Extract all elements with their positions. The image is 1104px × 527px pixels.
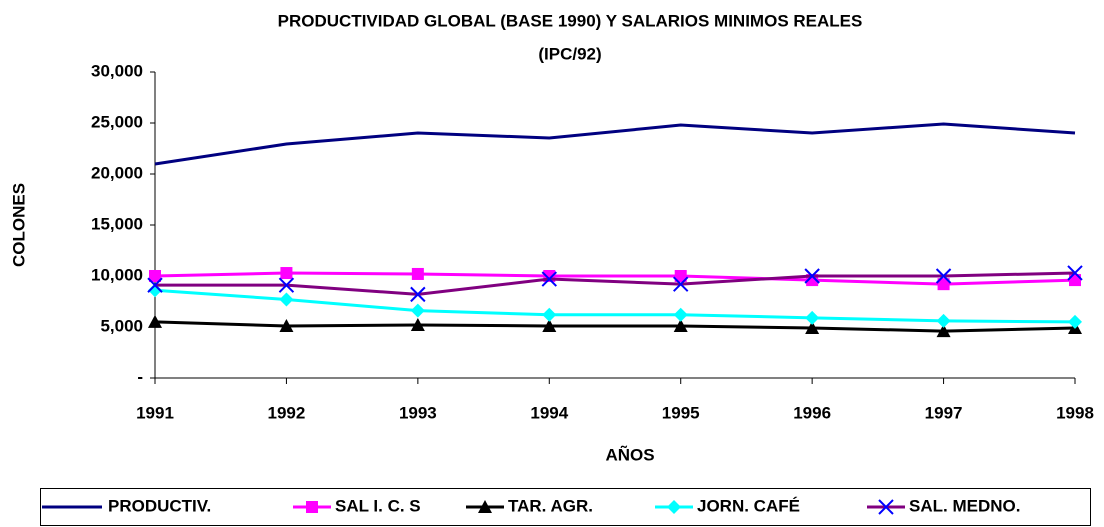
marker: [411, 267, 424, 280]
marker: [673, 276, 689, 292]
y-tick-label: 25,000: [91, 112, 143, 131]
legend-label: JORN. CAFÉ: [697, 496, 800, 515]
x-tick-label: 1998: [1056, 403, 1094, 422]
x-tick-label: 1995: [662, 403, 700, 422]
series-line: [154, 288, 1076, 324]
x-axis-label: AÑOS: [605, 444, 654, 464]
x-tick-label: 1996: [793, 403, 831, 422]
marker: [1067, 265, 1083, 281]
marker: [541, 271, 557, 287]
marker: [278, 277, 295, 293]
marker: [805, 321, 820, 335]
marker: [804, 268, 820, 284]
legend-label: SAL I. C. S: [335, 496, 421, 515]
x-tick-label: 1993: [399, 403, 437, 422]
marker: [410, 286, 426, 303]
marker: [148, 283, 162, 298]
marker: [878, 499, 894, 515]
marker: [936, 313, 951, 328]
x-tick-label: 1994: [530, 403, 568, 422]
y-tick-label: 10,000: [91, 265, 143, 284]
marker: [1068, 314, 1082, 329]
y-tick-label: 30,000: [91, 61, 143, 80]
marker: [667, 500, 681, 514]
marker: [937, 278, 950, 291]
marker: [673, 307, 688, 322]
marker: [410, 303, 425, 318]
chart-title: (IPC/92): [538, 44, 601, 63]
marker: [280, 267, 293, 280]
x-tick-label: 1997: [925, 403, 963, 422]
x-tick-label: 1992: [268, 403, 306, 422]
marker: [542, 307, 557, 322]
marker: [279, 318, 294, 332]
marker: [936, 324, 951, 338]
series-line: [155, 271, 1076, 296]
y-tick-label: 20,000: [91, 163, 143, 182]
legend-box: [40, 488, 1091, 526]
marker: [306, 501, 318, 513]
y-tick-label: 15,000: [91, 214, 143, 233]
marker: [410, 317, 425, 331]
marker: [542, 318, 557, 332]
legend-label: TAR. AGR.: [508, 496, 593, 515]
legend-label: SAL. MEDNO.: [909, 496, 1020, 515]
marker: [935, 268, 952, 284]
chart-title: PRODUCTIVIDAD GLOBAL (BASE 1990) Y SALAR…: [278, 11, 863, 30]
legend-label: PRODUCTIV.: [108, 496, 211, 515]
marker: [147, 277, 163, 293]
marker: [279, 292, 294, 307]
marker: [148, 314, 162, 328]
marker: [149, 270, 161, 282]
y-tick-label: -: [137, 367, 143, 386]
marker: [674, 270, 687, 282]
series-line: [154, 122, 1076, 166]
series-line: [154, 320, 1076, 333]
marker: [673, 318, 688, 332]
marker: [478, 500, 492, 513]
y-axis-label: COLONES: [9, 183, 28, 267]
marker: [805, 310, 820, 325]
series-line: [154, 271, 1076, 286]
y-tick-label: 5,000: [100, 316, 143, 335]
x-tick-label: 1991: [136, 403, 174, 422]
